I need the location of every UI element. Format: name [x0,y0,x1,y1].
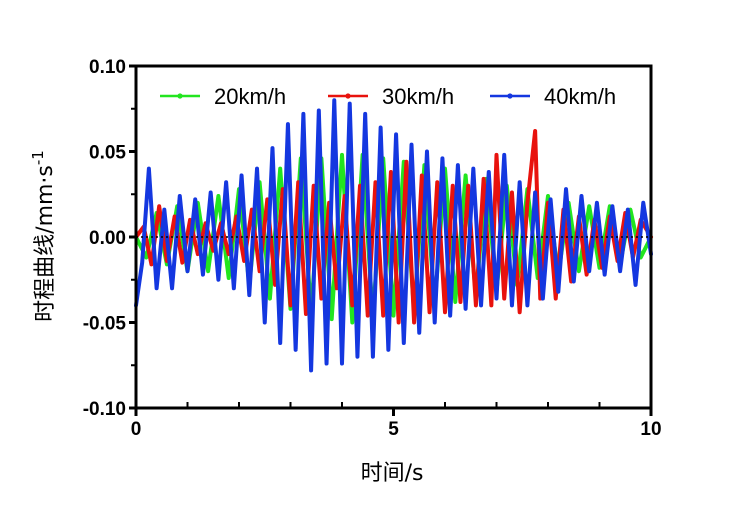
legend-marker-0 [177,93,183,99]
legend-label-0: 20km/h [214,84,286,109]
x-tick-label-2: 10 [640,419,661,440]
y-axis-title: 时程曲线/mm·s-1 [29,150,58,322]
y-tick-label-0: 0.10 [89,57,126,78]
y-axis-title-superscript: -1 [29,150,47,165]
y-tick-label-2: 0.00 [89,228,126,249]
series-layer [134,98,653,373]
legend-marker-1 [345,93,351,99]
legend: 20km/h 30km/h 40km/h [160,84,616,109]
y-tick-label-3: -0.05 [83,314,127,335]
legend-label-1: 30km/h [382,84,454,109]
x-axis-title: 时间/s [361,461,424,486]
y-tick-label-4: -0.10 [83,399,126,420]
x-tick-label-1: 5 [388,419,399,440]
ticks-layer: 0.10 0.05 0.00 -0.05 -0.100 5 10 [83,57,662,440]
y-axis-title-main: 时程曲线/mm·s [33,165,58,322]
legend-label-2: 40km/h [544,84,616,109]
series-line-2 [134,98,653,373]
x-tick-label-0: 0 [131,419,142,440]
y-tick-label-1: 0.05 [89,143,126,164]
legend-marker-2 [507,93,513,99]
